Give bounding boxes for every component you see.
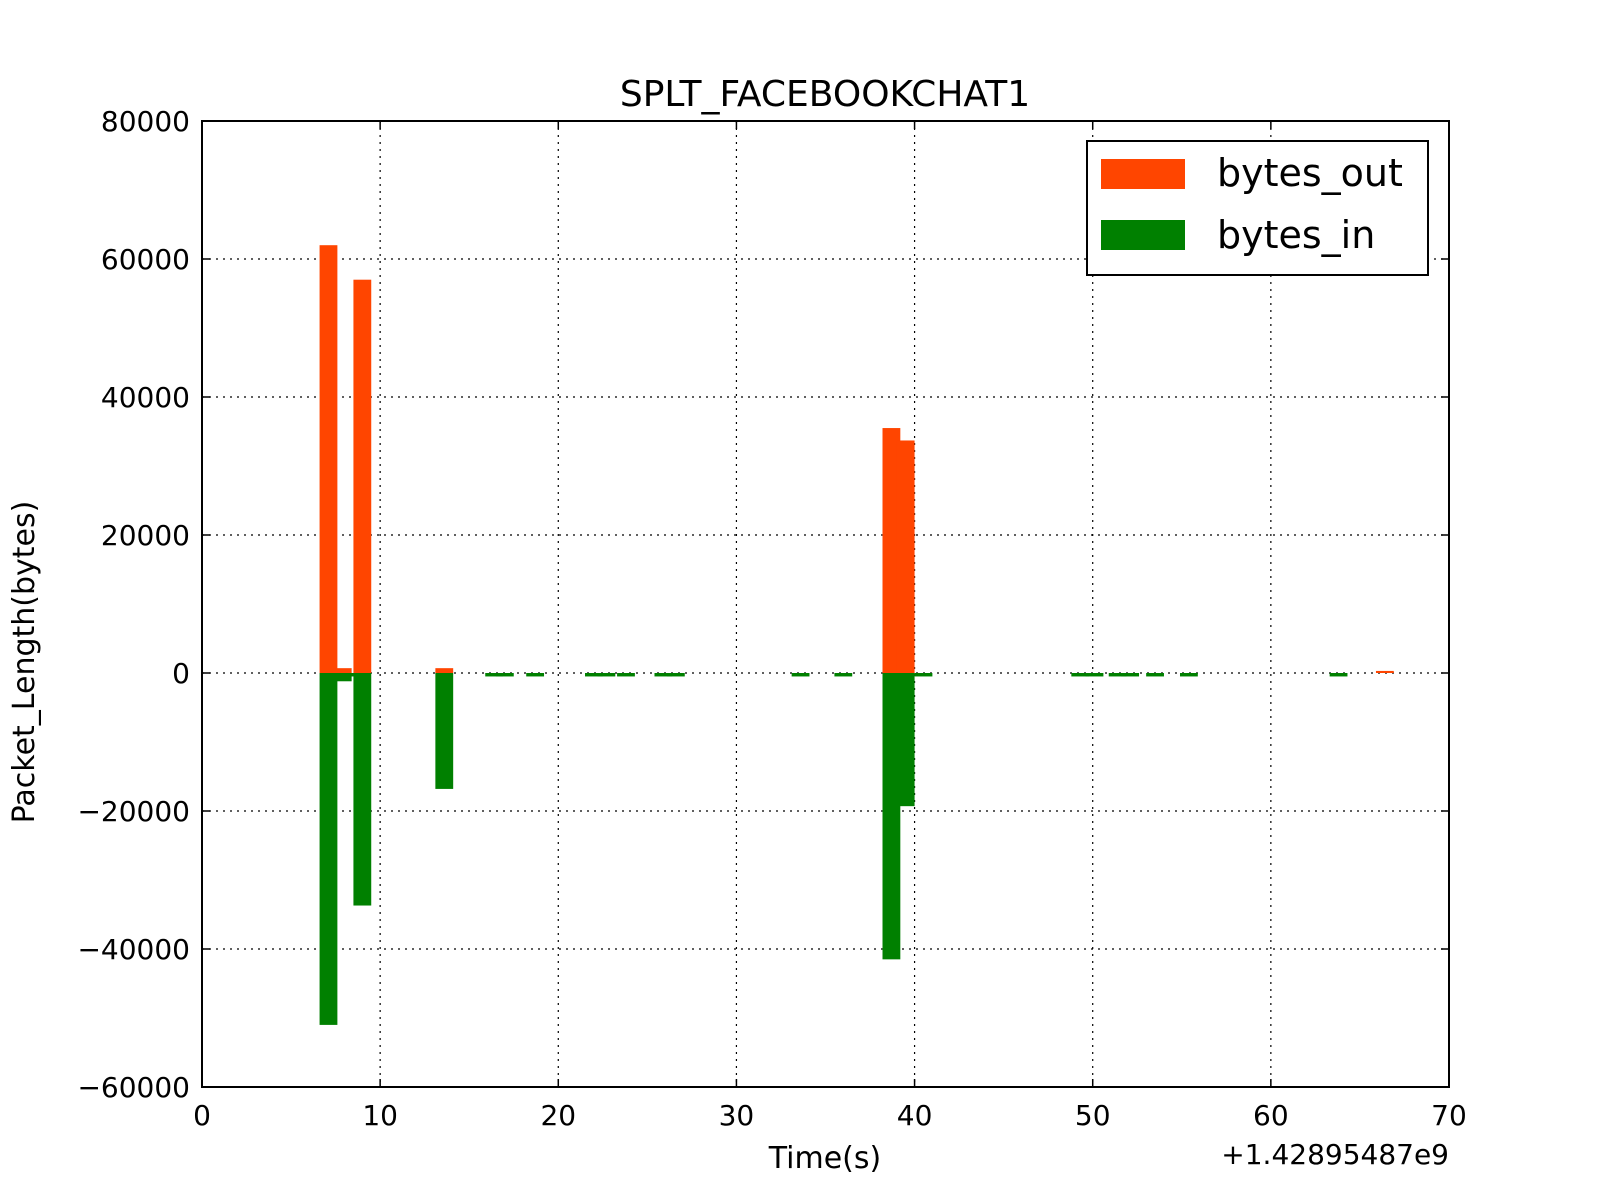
bar-bytes-in xyxy=(435,673,454,789)
bar-bytes-in xyxy=(333,673,352,682)
chart-title: SPLT_FACEBOOKCHAT1 xyxy=(620,74,1030,115)
x-tick-label: 70 xyxy=(1431,1099,1467,1132)
bar-bytes-out xyxy=(1375,670,1394,673)
plot-frame xyxy=(201,120,1450,1088)
bar-bytes-in xyxy=(526,673,545,677)
bar-bytes-in xyxy=(914,673,933,677)
bar-bytes-in xyxy=(319,673,338,1025)
bar-bytes-in xyxy=(1121,673,1140,677)
bar-bytes-in xyxy=(834,673,853,677)
ticks xyxy=(201,120,1450,1088)
bar-bytes-in xyxy=(485,673,504,677)
x-tick-label: 60 xyxy=(1253,1099,1289,1132)
bar-bytes-out xyxy=(353,279,372,673)
y-tick-label: 0 xyxy=(172,657,190,690)
bar-bytes-out xyxy=(333,668,352,673)
legend-swatch-bytes-in xyxy=(1101,220,1185,250)
y-tick-label: 60000 xyxy=(101,243,190,276)
bar-bytes-in xyxy=(882,673,901,960)
bar-bytes-in xyxy=(617,673,635,677)
bar-bytes-in xyxy=(353,673,372,906)
y-tick-label: 80000 xyxy=(101,105,190,138)
x-tick-label: 30 xyxy=(719,1099,755,1132)
legend-swatch-bytes-out xyxy=(1101,159,1185,189)
bar-bytes-in xyxy=(654,673,673,677)
bar-bytes-in xyxy=(1085,673,1104,677)
bar-bytes-out xyxy=(319,245,338,673)
bar-bytes-in xyxy=(495,673,514,677)
bars xyxy=(319,245,1394,1025)
y-tick-label: −60000 xyxy=(77,1071,190,1104)
x-tick-label: 20 xyxy=(540,1099,576,1132)
bar-bytes-in xyxy=(585,673,603,677)
bar-bytes-in xyxy=(597,673,616,677)
legend-label-bytes-out: bytes_out xyxy=(1217,151,1403,195)
bar-bytes-in xyxy=(896,673,915,807)
y-tick-label: −20000 xyxy=(77,795,190,828)
x-tick-label: 50 xyxy=(1075,1099,1111,1132)
x-axis-offset-label: +1.42895487e9 xyxy=(1221,1138,1449,1171)
x-tick-label: 40 xyxy=(897,1099,933,1132)
y-tick-label: 20000 xyxy=(101,519,190,552)
legend-label-bytes-in: bytes_in xyxy=(1217,213,1375,257)
bar-bytes-in xyxy=(1329,673,1348,677)
bar-bytes-in xyxy=(791,673,810,677)
y-tick-label: 40000 xyxy=(101,381,190,414)
bar-bytes-out xyxy=(896,440,915,673)
y-axis-title: Packet_Length(bytes) xyxy=(7,501,42,824)
bar-bytes-in xyxy=(1146,673,1164,677)
bar-bytes-in xyxy=(1108,673,1127,677)
y-tick-label: −40000 xyxy=(77,933,190,966)
x-tick-label: 10 xyxy=(362,1099,398,1132)
grid xyxy=(202,121,1449,1087)
x-axis-title: Time(s) xyxy=(768,1141,881,1176)
legend: bytes_out bytes_in xyxy=(1086,140,1429,276)
bar-bytes-in xyxy=(1071,673,1090,677)
bar-bytes-in xyxy=(1180,673,1198,677)
bar-bytes-out xyxy=(882,428,901,673)
bar-bytes-in xyxy=(666,673,685,677)
bar-bytes-out xyxy=(435,668,454,673)
tick-labels: 0 10 20 30 40 50 60 70 −60000 −40000 −20000 0 20000 4… xyxy=(77,105,1466,1132)
x-tick-label: 0 xyxy=(193,1099,211,1132)
